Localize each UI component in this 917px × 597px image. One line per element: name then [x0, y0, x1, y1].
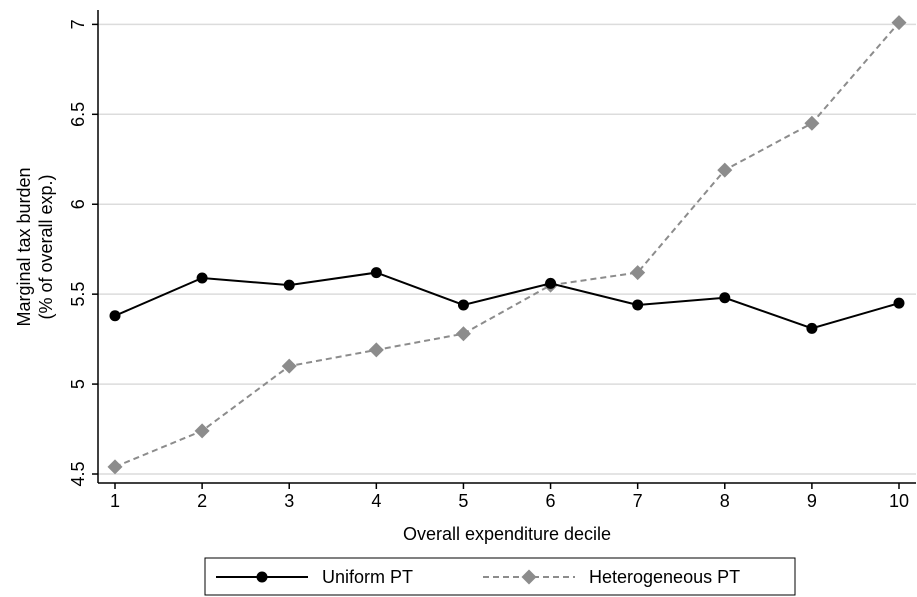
x-tick-label: 6: [546, 491, 556, 511]
data-point-circle: [283, 279, 295, 291]
axes: [97, 10, 916, 484]
legend-marker-diamond: [521, 569, 537, 585]
y-tick-label: 7: [68, 19, 88, 29]
y-tick-label: 6: [68, 199, 88, 209]
series-heterogeneous-pt: [107, 15, 907, 475]
data-point-circle: [196, 272, 208, 284]
series-line: [114, 271, 900, 330]
data-point-circle: [109, 310, 121, 322]
y-axis-title-line2: (% of overall exp.): [36, 174, 56, 319]
data-point-diamond: [630, 265, 646, 281]
legend-marker-circle: [256, 571, 268, 583]
x-tick-label: 4: [371, 491, 381, 511]
series-line: [114, 21, 900, 468]
data-point-circle: [719, 292, 731, 304]
series-layer: [107, 15, 907, 475]
y-tick-label: 5: [68, 379, 88, 389]
data-point-diamond: [455, 326, 471, 342]
data-point-circle: [457, 299, 469, 311]
data-point-circle: [545, 277, 557, 289]
data-point-diamond: [804, 115, 820, 131]
data-point-diamond: [368, 342, 384, 358]
x-tick-label: 5: [458, 491, 468, 511]
legend: Uniform PT Heterogeneous PT: [204, 557, 796, 596]
x-tick-label: 2: [197, 491, 207, 511]
data-point-circle: [370, 267, 382, 279]
x-tick-label: 10: [889, 491, 909, 511]
legend-label: Heterogeneous PT: [589, 567, 740, 587]
gridlines: [98, 23, 916, 475]
legend-label: Uniform PT: [322, 567, 413, 587]
y-tick-label: 6.5: [68, 102, 88, 127]
data-point-diamond: [891, 15, 907, 31]
x-tick-label: 3: [284, 491, 294, 511]
x-axis-title: Overall expenditure decile: [403, 524, 611, 544]
x-tick-label: 7: [633, 491, 643, 511]
data-point-circle: [806, 322, 818, 334]
x-tick-label: 1: [110, 491, 120, 511]
y-tick-label: 5.5: [68, 282, 88, 307]
series-uniform-pt: [109, 267, 905, 334]
data-point-diamond: [194, 423, 210, 439]
data-point-circle: [632, 299, 644, 311]
data-point-diamond: [717, 162, 733, 178]
x-tick-label: 8: [720, 491, 730, 511]
data-point-diamond: [107, 459, 123, 475]
y-tick-label: 4.5: [68, 461, 88, 486]
x-tick-label: 9: [807, 491, 817, 511]
legend-item-uniform-pt: Uniform PT: [216, 567, 413, 587]
legend-item-heterogeneous-pt: Heterogeneous PT: [483, 567, 740, 587]
axis-ticks: 4.5 5 5.5 6 6.5 7 1 2 3 4 5 6 7 8 9 10: [68, 19, 909, 511]
data-point-circle: [893, 297, 905, 309]
y-axis-title-line1: Marginal tax burden: [14, 167, 34, 326]
data-point-diamond: [281, 358, 297, 374]
